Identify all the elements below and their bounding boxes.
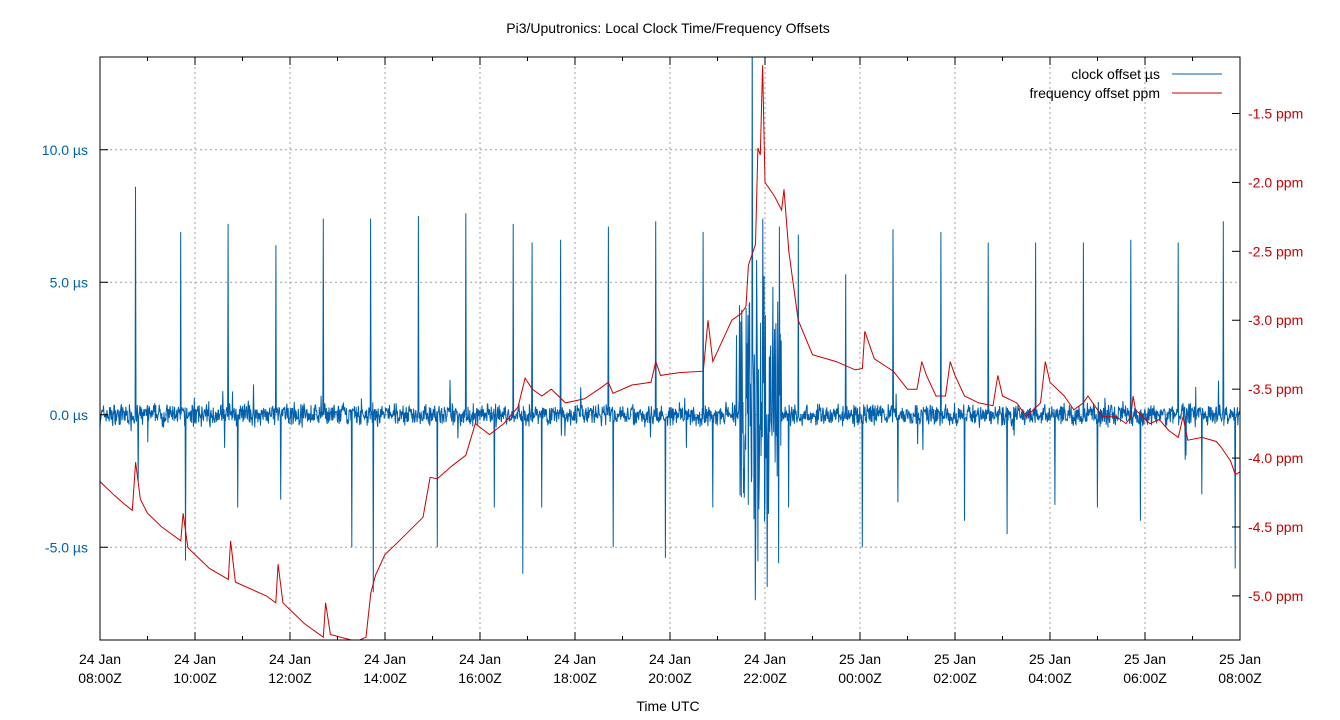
y-right-tick-label: -3.5 ppm	[1248, 381, 1303, 397]
x-tick-label-date: 24 Jan	[79, 651, 121, 667]
x-axis-ticks: 24 Jan 08:00Z 24 Jan 10:00Z 24 Jan 12:00Z 24 J…	[78, 57, 1262, 686]
legend: clock offset µs frequency offset ppm	[1030, 66, 1222, 101]
y-right-tick-label: -4.5 ppm	[1248, 519, 1303, 535]
x-tick-label-date: 24 Jan	[649, 651, 691, 667]
x-tick-label-date: 24 Jan	[744, 651, 786, 667]
x-tick-label-time: 08:00Z	[78, 670, 122, 686]
y-right-tick-label: -1.5 ppm	[1248, 106, 1303, 122]
y-left-tick-label: -5.0 µs	[45, 539, 88, 555]
y-right-tick-label: -3.0 ppm	[1248, 312, 1303, 328]
y-left-tick-label: 5.0 µs	[50, 274, 88, 290]
x-tick-label-time: 04:00Z	[1028, 670, 1072, 686]
x-tick-label-date: 25 Jan	[839, 651, 881, 667]
x-tick-label-time: 18:00Z	[553, 670, 597, 686]
x-tick-label-time: 20:00Z	[648, 670, 692, 686]
x-tick-label-time: 06:00Z	[1123, 670, 1167, 686]
x-tick-label-date: 25 Jan	[1029, 651, 1071, 667]
legend-frequency-label: frequency offset ppm	[1030, 85, 1160, 101]
y-right-tick-label: -2.0 ppm	[1248, 174, 1303, 190]
series-clock-offset	[100, 57, 1240, 601]
x-tick-label-time: 16:00Z	[458, 670, 502, 686]
y-right-tick-label: -2.5 ppm	[1248, 243, 1303, 259]
x-tick-label-date: 24 Jan	[554, 651, 596, 667]
x-axis-label: Time UTC	[636, 698, 699, 714]
x-tick-label-time: 22:00Z	[743, 670, 787, 686]
x-tick-label-time: 00:00Z	[838, 670, 882, 686]
y-left-tick-label: 0.0 µs	[50, 407, 88, 423]
chart-title: Pi3/Uputronics: Local Clock Time/Frequen…	[506, 20, 829, 36]
x-tick-label-time: 08:00Z	[1218, 670, 1262, 686]
x-tick-label-date: 25 Jan	[934, 651, 976, 667]
y-left-axis-ticks: 10.0 µs 5.0 µs 0.0 µs -5.0 µs	[42, 142, 108, 555]
x-tick-label-date: 25 Jan	[1219, 651, 1261, 667]
y-left-tick-label: 10.0 µs	[42, 142, 88, 158]
y-right-tick-label: -5.0 ppm	[1248, 588, 1303, 604]
legend-clock-label: clock offset µs	[1071, 66, 1160, 82]
x-tick-label-date: 24 Jan	[174, 651, 216, 667]
x-tick-label-time: 14:00Z	[363, 670, 407, 686]
plot-area	[100, 57, 1240, 640]
x-tick-label-date: 24 Jan	[459, 651, 501, 667]
x-tick-label-date: 24 Jan	[269, 651, 311, 667]
series-frequency-offset	[100, 65, 1240, 640]
x-tick-label-time: 02:00Z	[933, 670, 977, 686]
x-tick-label-time: 12:00Z	[268, 670, 312, 686]
y-right-tick-label: -4.0 ppm	[1248, 450, 1303, 466]
x-tick-label-date: 25 Jan	[1124, 651, 1166, 667]
x-tick-label-time: 10:00Z	[173, 670, 217, 686]
y-right-axis-ticks: -1.5 ppm -2.0 ppm -2.5 ppm -3.0 ppm -3.5 ppm…	[1232, 106, 1303, 604]
x-tick-label-date: 24 Jan	[364, 651, 406, 667]
